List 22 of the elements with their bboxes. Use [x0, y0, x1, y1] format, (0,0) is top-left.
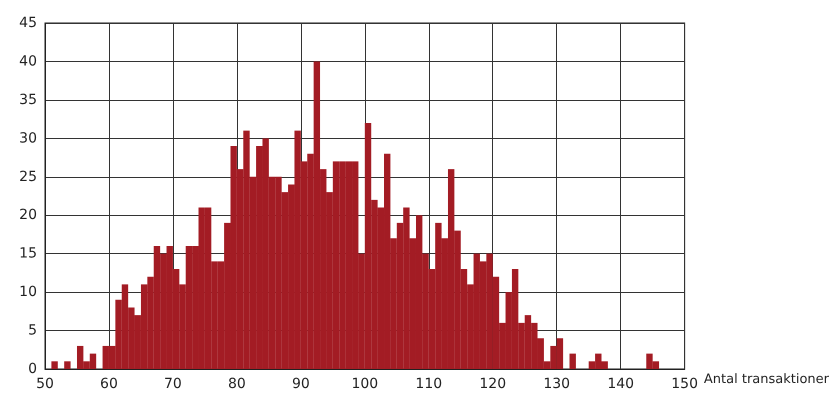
y-tick-label: 30: [19, 130, 37, 146]
x-tick-label: 150: [671, 376, 698, 392]
y-tick-label: 5: [28, 322, 37, 339]
y-tick-label: 45: [19, 15, 37, 31]
y-tick-label: 20: [19, 207, 37, 224]
x-tick-label: 70: [164, 376, 182, 392]
y-tick-label: 15: [19, 246, 37, 262]
x-tick-label: 60: [100, 376, 118, 392]
x-tick-label: 80: [228, 376, 246, 392]
y-tick-label: 35: [19, 92, 37, 108]
y-tick-label: 25: [19, 168, 37, 185]
x-tick-label: 100: [351, 376, 378, 392]
x-tick-label: 130: [543, 376, 570, 392]
y-tick-label: 10: [19, 284, 37, 300]
y-tick-label: 40: [19, 53, 37, 70]
x-axis-title: Antal transaktioner: [704, 372, 830, 387]
x-tick-label: 140: [607, 376, 634, 392]
x-tick-label: 110: [415, 376, 442, 392]
x-tick-label: 90: [292, 376, 310, 392]
x-tick-label: 50: [36, 376, 54, 392]
y-tick-label: 0: [28, 361, 37, 377]
x-tick-label: 120: [479, 376, 506, 392]
